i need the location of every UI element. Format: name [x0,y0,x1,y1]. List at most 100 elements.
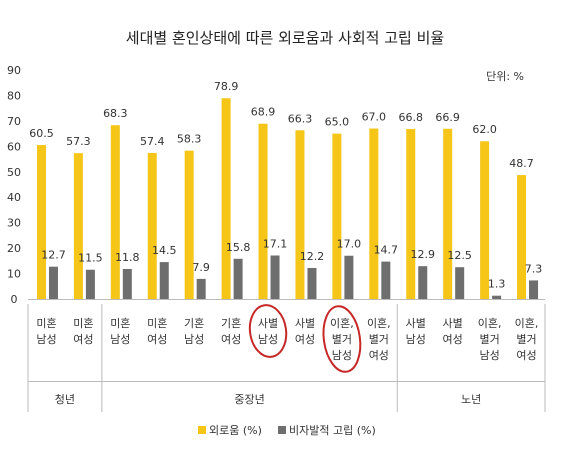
data-label: 12.5 [447,249,472,262]
category-label: 남성 [406,333,426,346]
bar-isolation [233,258,243,299]
category-label: 미혼 [110,317,130,330]
data-label: 15.8 [226,241,251,254]
category-label: 여성 [443,333,463,346]
category-label: 남성 [36,333,56,346]
bar-isolation [270,255,280,299]
legend-label: 비자발적 고립 (%) [289,424,376,437]
annotation-circle [248,304,288,358]
category-label: 별거 [516,333,536,346]
data-label: 12.2 [300,250,325,263]
bar-loneliness [443,128,453,299]
bars [36,98,539,299]
data-label: 66.8 [399,111,424,124]
y-tick-label: 10 [7,268,21,281]
data-label: 11.8 [115,251,140,264]
bar-isolation [381,261,391,299]
category-label: 여성 [369,349,389,362]
bar-isolation [48,266,58,299]
data-label: 66.3 [288,112,313,125]
category-label: 여성 [147,333,167,346]
bar-isolation [455,267,465,299]
legend-label: 외로움 (%) [209,424,262,437]
y-tick-label: 40 [7,191,21,204]
data-label: 12.7 [41,249,66,262]
category-label: 이혼, [515,317,539,330]
data-label: 12.9 [411,248,436,261]
y-tick-label: 20 [7,242,21,255]
bar-loneliness [406,129,416,299]
category-label: 남성 [479,349,499,362]
data-label: 68.3 [103,107,128,120]
category-label: 사별 [406,317,426,330]
y-tick-label: 80 [7,89,21,102]
annotations [248,304,362,373]
category-label: 사별 [295,317,315,330]
bar-loneliness [221,98,231,299]
data-label: 65.0 [325,116,350,129]
y-tick-label: 90 [7,64,21,77]
y-tick-label: 70 [7,115,21,128]
bar-loneliness [480,141,490,299]
category-label: 이혼, [367,317,391,330]
data-label: 58.3 [177,133,202,146]
category-label: 여성 [73,333,93,346]
group-label: 중장년 [234,393,264,406]
bar-loneliness [295,130,305,299]
annotation-circle [322,305,362,373]
bar-loneliness [110,125,120,299]
bar-loneliness [147,152,157,299]
y-tick-label: 30 [7,217,21,230]
category-label: 별거 [479,333,499,346]
category-label: 남성 [258,333,278,346]
category-label: 여성 [221,333,241,346]
category-label: 남성 [110,333,130,346]
bar-isolation [418,266,428,299]
y-tick-label: 50 [7,166,21,179]
category-labels: 미혼남성미혼여성미혼남성미혼여성기혼남성기혼여성사별남성사별여성이혼,별거남성이… [36,317,538,362]
data-label: 1.3 [488,278,506,291]
data-label: 7.3 [525,262,543,275]
bar-isolation [344,255,354,299]
category-label: 사별 [443,317,463,330]
y-axis-ticks: 0 10 20 30 40 50 60 70 80 90 [7,64,21,306]
group-labels: 청년 중장년 노년 [55,393,481,406]
value-labels: 60.5 57.3 68.3 57.4 58.3 78.9 68.9 66.3 65.0 67.0… [29,80,542,290]
legend: 외로움 (%) 비자발적 고립 (%) [198,424,376,437]
category-label: 별거 [369,333,389,346]
bar-isolation [492,295,502,299]
group-dividers [27,304,546,412]
bar-loneliness [369,128,379,299]
data-label: 48.7 [509,157,534,170]
data-label: 62.0 [472,123,497,136]
category-label: 미혼 [36,317,56,330]
category-label: 미혼 [73,317,93,330]
bar-isolation [196,278,206,299]
category-label: 남성 [184,333,204,346]
bar-loneliness [184,150,194,299]
group-label: 청년 [55,393,75,406]
group-label: 노년 [461,393,481,406]
y-tick-label: 60 [7,140,21,153]
data-label: 17.0 [337,238,362,251]
category-label: 여성 [516,349,536,362]
bar-loneliness [36,145,46,299]
category-label: 여성 [295,333,315,346]
bar-isolation [85,269,95,299]
bar-loneliness [73,153,83,299]
data-label: 14.7 [374,244,399,257]
chart-title: 세대별 혼인상태에 따른 외로움과 사회적 고립 비율 [126,29,444,47]
category-label: 별거 [332,333,352,346]
data-label: 57.3 [66,135,91,148]
category-label: 기혼 [184,317,204,330]
category-label: 사별 [258,317,278,330]
bar-loneliness [517,175,527,299]
data-label: 60.5 [29,127,54,140]
category-label: 남성 [332,349,352,362]
data-label: 11.5 [78,252,103,265]
bar-isolation [529,280,539,299]
bar-isolation [122,268,132,299]
data-label: 66.9 [435,111,460,124]
category-label: 미혼 [147,317,167,330]
